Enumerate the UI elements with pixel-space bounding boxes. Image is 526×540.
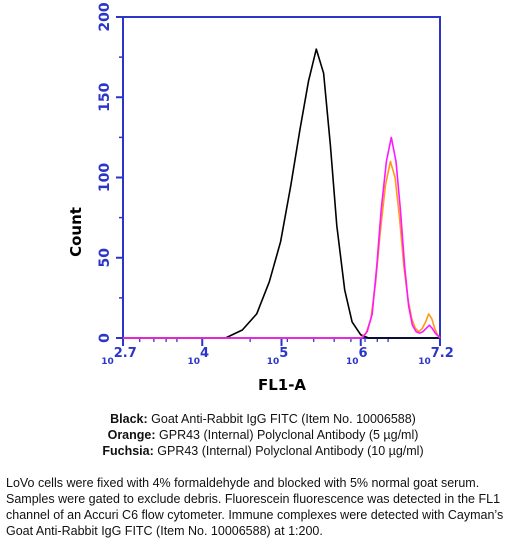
legend-text: Goat Anti-Rabbit IgG FITC (Item No. 1000… (147, 412, 416, 426)
legend-name: Fuchsia: (102, 444, 154, 458)
legend-row-black: Black: Goat Anti-Rabbit IgG FITC (Item N… (0, 411, 526, 427)
legend: Black: Goat Anti-Rabbit IgG FITC (Item N… (0, 411, 526, 459)
x-tick-label: 106 (346, 346, 368, 367)
plot-area (122, 16, 441, 339)
y-tick-label: 0 (97, 333, 113, 343)
y-axis-title: Count (67, 207, 85, 257)
histogram-chart: 0 50 100 150 200 102.7 104 105 106 107.2 FL1-A C… (67, 2, 454, 394)
series-line-orange (123, 160, 441, 339)
y-tick-label: 50 (97, 248, 113, 268)
x-tick-label: 104 (187, 346, 209, 367)
series-layer (123, 48, 441, 339)
legend-row-orange: Orange: GPR43 (Internal) Polyclonal Anti… (0, 427, 526, 443)
y-tick-label: 100 (97, 163, 113, 192)
x-axis-title: FL1-A (258, 376, 306, 394)
figure-caption: LoVo cells were fixed with 4% formaldehy… (6, 476, 504, 538)
y-axis-ticks: 0 50 100 150 200 (97, 2, 123, 343)
legend-row-fuchsia: Fuchsia: GPR43 (Internal) Polyclonal Ant… (0, 443, 526, 459)
plot-frame (122, 16, 441, 339)
legend-name: Black: (110, 412, 148, 426)
series-line-black (123, 48, 440, 339)
x-axis-ticks: 102.7 104 105 106 107.2 (101, 338, 454, 367)
series-line-fuchsia (123, 136, 441, 339)
legend-name: Orange: (107, 428, 156, 442)
y-tick-label: 150 (97, 82, 113, 111)
x-tick-label: 102.7 (101, 346, 137, 367)
y-tick-label: 200 (97, 2, 113, 31)
legend-text: GPR43 (Internal) Polyclonal Antibody (5 … (155, 428, 419, 442)
legend-text: GPR43 (Internal) Polyclonal Antibody (10… (153, 444, 424, 458)
x-tick-label: 105 (267, 346, 289, 367)
x-tick-label: 107.2 (418, 346, 454, 367)
